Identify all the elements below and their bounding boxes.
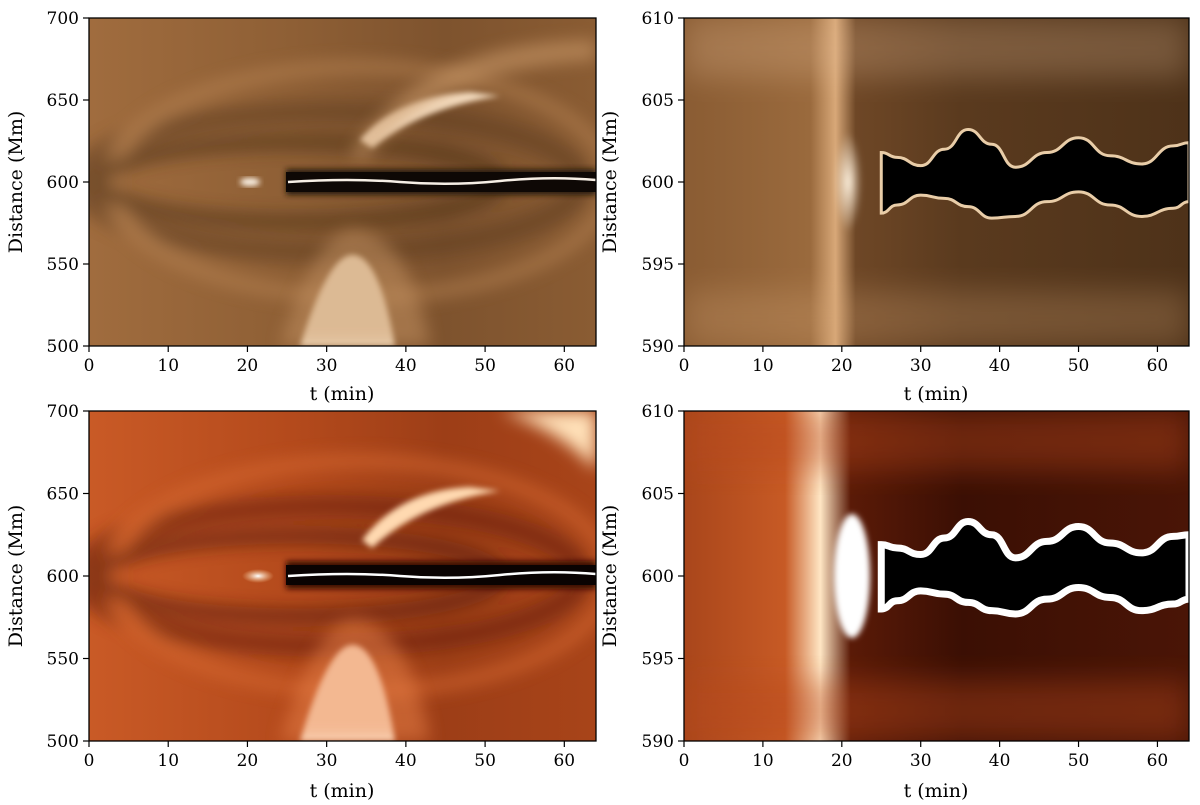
y-axis-label: Distance (Mm) xyxy=(599,505,621,647)
x-tick-label: 40 xyxy=(395,751,417,771)
x-tick-label: 10 xyxy=(157,356,179,376)
panel-top-left: 0 10 20 30 40 50 60 500 550 600 650 700 t (min) Di… xyxy=(5,9,597,405)
y-tick-label: 595 xyxy=(642,255,674,275)
heatmap-image-top-right xyxy=(684,18,1189,346)
y-ticks: 500 550 600 650 700 xyxy=(47,402,89,752)
x-tick-label: 60 xyxy=(553,751,575,771)
y-tick-label: 500 xyxy=(47,732,79,752)
x-tick-label: 30 xyxy=(316,356,338,376)
x-tick-label: 40 xyxy=(395,356,417,376)
x-tick-label: 0 xyxy=(679,751,690,771)
y-tick-label: 590 xyxy=(642,337,674,357)
x-axis-label: t (min) xyxy=(904,383,969,405)
heatmap-image-bottom-left xyxy=(89,411,596,741)
x-tick-label: 30 xyxy=(910,751,932,771)
panel-bottom-left: 0 10 20 30 40 50 60 500 550 600 650 700 t (min) Di… xyxy=(5,402,597,802)
x-tick-label: 40 xyxy=(989,751,1011,771)
x-tick-label: 10 xyxy=(752,751,774,771)
x-tick-label: 30 xyxy=(910,356,932,376)
y-tick-label: 605 xyxy=(642,485,674,505)
x-ticks: 0 10 20 30 40 50 60 xyxy=(679,346,1169,376)
x-tick-label: 30 xyxy=(316,751,338,771)
dark-core-top-right xyxy=(879,128,1189,220)
x-tick-label: 40 xyxy=(989,356,1011,376)
x-axis-label: t (min) xyxy=(310,383,375,405)
x-ticks: 0 10 20 30 40 50 60 xyxy=(679,741,1169,771)
y-tick-label: 500 xyxy=(47,337,79,357)
x-tick-label: 50 xyxy=(474,356,496,376)
y-tick-label: 550 xyxy=(47,650,79,670)
y-tick-label: 700 xyxy=(47,402,79,422)
x-tick-label: 20 xyxy=(831,751,853,771)
heatmap-image-top-left xyxy=(89,18,596,346)
y-tick-label: 610 xyxy=(642,402,674,422)
x-tick-label: 10 xyxy=(157,751,179,771)
y-axis-label: Distance (Mm) xyxy=(5,111,27,253)
y-tick-label: 700 xyxy=(47,9,79,29)
x-tick-label: 20 xyxy=(237,751,259,771)
y-ticks: 590 595 600 605 610 xyxy=(642,402,684,752)
panel-top-right: 0 10 20 30 40 50 60 590 595 600 605 610 t (min) Di… xyxy=(599,9,1190,405)
x-tick-label: 60 xyxy=(1147,751,1169,771)
x-tick-label: 20 xyxy=(237,356,259,376)
x-axis-label: t (min) xyxy=(904,780,969,802)
x-tick-label: 60 xyxy=(553,356,575,376)
heatmap-image-bottom-right xyxy=(684,411,1189,741)
y-tick-label: 650 xyxy=(47,485,79,505)
x-tick-label: 0 xyxy=(84,356,95,376)
x-ticks: 0 10 20 30 40 50 60 xyxy=(84,346,575,376)
y-tick-label: 550 xyxy=(47,255,79,275)
x-tick-label: 50 xyxy=(1068,751,1090,771)
y-tick-label: 600 xyxy=(642,567,674,587)
y-axis-label: Distance (Mm) xyxy=(599,111,621,253)
y-tick-label: 600 xyxy=(47,567,79,587)
x-tick-label: 20 xyxy=(831,356,853,376)
y-tick-label: 650 xyxy=(47,91,79,111)
panel-bottom-right: 0 10 20 30 40 50 60 590 595 600 605 610 t (min) Di… xyxy=(599,402,1190,802)
y-tick-label: 610 xyxy=(642,9,674,29)
x-tick-label: 50 xyxy=(474,751,496,771)
y-tick-label: 600 xyxy=(47,173,79,193)
x-tick-label: 0 xyxy=(679,356,690,376)
y-tick-label: 595 xyxy=(642,650,674,670)
y-tick-label: 605 xyxy=(642,91,674,111)
x-axis-label: t (min) xyxy=(310,780,375,802)
dark-core-bottom-right xyxy=(877,518,1189,618)
y-axis-label: Distance (Mm) xyxy=(5,505,27,647)
x-tick-label: 60 xyxy=(1147,356,1169,376)
x-tick-label: 0 xyxy=(84,751,95,771)
x-tick-label: 10 xyxy=(752,356,774,376)
y-tick-label: 600 xyxy=(642,173,674,193)
y-ticks: 500 550 600 650 700 xyxy=(47,9,89,357)
y-ticks: 590 595 600 605 610 xyxy=(642,9,684,357)
y-tick-label: 590 xyxy=(642,732,674,752)
x-tick-label: 50 xyxy=(1068,356,1090,376)
x-ticks: 0 10 20 30 40 50 60 xyxy=(84,741,575,771)
